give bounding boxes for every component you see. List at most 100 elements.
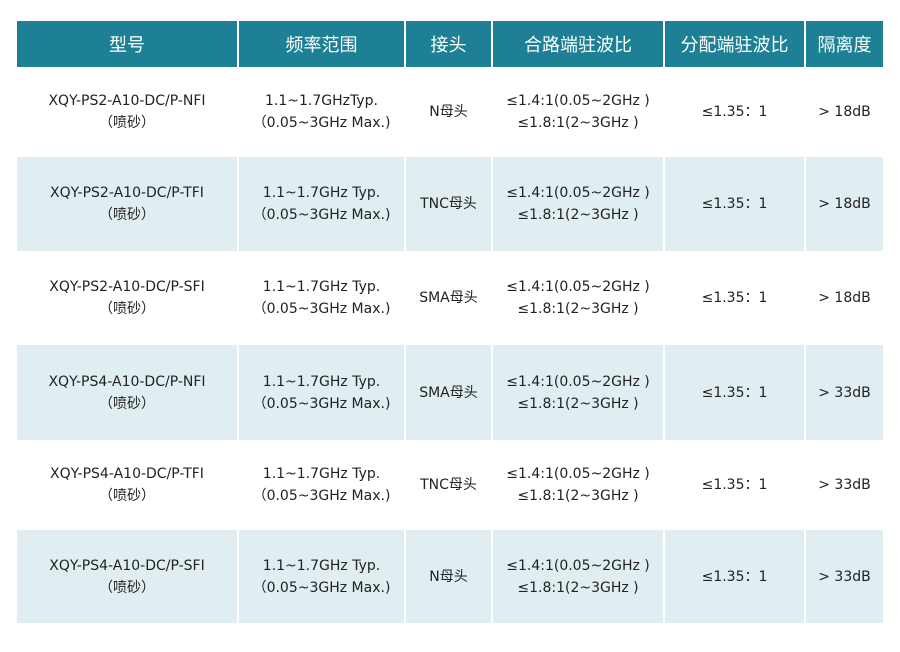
connector-cell-text: SMA母头	[419, 290, 478, 306]
model-cell-text: （喷砂）	[99, 395, 155, 412]
model-cell: XQY-PS4-A10-DC/P-SFI （喷砂）	[17, 530, 239, 623]
combiner-vswr-cell-text: ≤1.8:1(2~3GHz )	[517, 579, 639, 596]
isolation-cell: > 18dB	[805, 157, 883, 251]
frequency-cell: 1.1~1.7GHz Typ. （0.05~3GHz Max.)	[238, 157, 406, 251]
header-distribution-vswr: 分配端驻波比	[664, 21, 806, 67]
combiner-vswr-cell-text: ≤1.8:1(2~3GHz )	[517, 207, 639, 223]
table-row: XQY-PS4-A10-DC/P-TFI （喷砂） 1.1~1.7GHz Typ. （…	[17, 440, 883, 530]
frequency-cell-text: （0.05~3GHz Max.)	[252, 488, 391, 504]
distribution-vswr-cell: ≤1.35：1	[664, 251, 806, 345]
table-row: XQY-PS2-A10-DC/P-NFI （喷砂） 1.1~1.7GHzTyp. （0…	[17, 67, 883, 157]
distribution-vswr-cell: ≤1.35：1	[664, 67, 806, 157]
model-cell: XQY-PS2-A10-DC/P-TFI （喷砂）	[17, 157, 239, 251]
frequency-cell-text: 1.1~1.7GHz Typ.	[262, 557, 381, 574]
distribution-vswr-cell: ≤1.35：1	[664, 345, 806, 440]
model-cell-text: （喷砂）	[99, 301, 155, 317]
distribution-vswr-cell-text: ≤1.35：1	[701, 104, 768, 120]
combiner-vswr-cell: ≤1.4:1(0.05~2GHz ) ≤1.8:1(2~3GHz )	[492, 251, 665, 345]
combiner-vswr-cell-text: ≤1.8:1(2~3GHz )	[517, 488, 639, 504]
isolation-cell: > 33dB	[805, 530, 883, 623]
isolation-cell-text: > 18dB	[818, 196, 871, 212]
frequency-cell-text: （0.05~3GHz Max.)	[252, 115, 391, 131]
isolation-cell-text: > 33dB	[818, 477, 871, 493]
frequency-cell-text: 1.1~1.7GHz Typ.	[262, 373, 381, 390]
connector-cell-text: N母头	[429, 104, 468, 120]
combiner-vswr-cell-text: ≤1.4:1(0.05~2GHz )	[506, 279, 650, 295]
combiner-vswr-cell: ≤1.4:1(0.05~2GHz ) ≤1.8:1(2~3GHz )	[492, 440, 665, 530]
isolation-cell-text: > 33dB	[818, 384, 871, 401]
header-frequency: 频率范围	[238, 21, 406, 67]
distribution-vswr-cell: ≤1.35：1	[664, 440, 806, 530]
isolation-cell: > 33dB	[805, 440, 883, 530]
model-cell-text: XQY-PS2-A10-DC/P-TFI	[50, 185, 204, 201]
connector-cell: TNC母头	[405, 157, 493, 251]
model-cell-text: （喷砂）	[99, 207, 155, 223]
model-cell-text: （喷砂）	[99, 488, 155, 504]
model-cell-text: XQY-PS4-A10-DC/P-SFI	[49, 557, 205, 574]
model-cell-text: XQY-PS4-A10-DC/P-TFI	[50, 466, 204, 482]
isolation-cell-text: > 33dB	[818, 568, 871, 585]
combiner-vswr-cell-text: ≤1.4:1(0.05~2GHz )	[506, 185, 650, 201]
frequency-cell: 1.1~1.7GHzTyp. （0.05~3GHz Max.)	[238, 67, 406, 157]
connector-cell: N母头	[405, 67, 493, 157]
frequency-cell: 1.1~1.7GHz Typ. （0.05~3GHz Max.)	[238, 345, 406, 440]
isolation-cell-text: > 18dB	[818, 290, 871, 306]
table-row: XQY-PS4-A10-DC/P-NFI （喷砂） 1.1~1.7GHz Typ. （…	[17, 345, 883, 440]
combiner-vswr-cell-text: ≤1.4:1(0.05~2GHz )	[506, 466, 650, 482]
frequency-cell-text: （0.05~3GHz Max.)	[252, 395, 391, 412]
combiner-vswr-cell-text: ≤1.8:1(2~3GHz )	[517, 395, 639, 412]
model-cell-text: XQY-PS4-A10-DC/P-NFI	[48, 373, 206, 390]
connector-cell: N母头	[405, 530, 493, 623]
model-cell-text: XQY-PS2-A10-DC/P-SFI	[49, 279, 205, 295]
table-row: XQY-PS2-A10-DC/P-SFI （喷砂） 1.1~1.7GHz Typ. （…	[17, 251, 883, 345]
header-combiner-vswr: 合路端驻波比	[492, 21, 665, 67]
distribution-vswr-cell: ≤1.35：1	[664, 157, 806, 251]
model-cell: XQY-PS4-A10-DC/P-TFI （喷砂）	[17, 440, 239, 530]
isolation-cell: > 18dB	[805, 251, 883, 345]
frequency-cell: 1.1~1.7GHz Typ. （0.05~3GHz Max.)	[238, 440, 406, 530]
isolation-cell: > 18dB	[805, 67, 883, 157]
combiner-vswr-cell-text: ≤1.4:1(0.05~2GHz )	[506, 557, 650, 574]
frequency-cell: 1.1~1.7GHz Typ. （0.05~3GHz Max.)	[238, 251, 406, 345]
header-connector: 接头	[405, 21, 493, 67]
combiner-vswr-cell-text: ≤1.4:1(0.05~2GHz )	[506, 93, 650, 109]
header-model: 型号	[17, 21, 239, 67]
frequency-cell-text: 1.1~1.7GHzTyp.	[265, 93, 378, 109]
isolation-cell-text: > 18dB	[818, 104, 871, 120]
model-cell-text: （喷砂）	[99, 115, 155, 131]
connector-cell: TNC母头	[405, 440, 493, 530]
header-isolation: 隔离度	[805, 21, 883, 67]
model-cell: XQY-PS2-A10-DC/P-SFI （喷砂）	[17, 251, 239, 345]
connector-cell-text: TNC母头	[420, 196, 477, 212]
combiner-vswr-cell: ≤1.4:1(0.05~2GHz ) ≤1.8:1(2~3GHz )	[492, 530, 665, 623]
connector-cell-text: SMA母头	[419, 384, 478, 401]
distribution-vswr-cell: ≤1.35：1	[664, 530, 806, 623]
frequency-cell-text: 1.1~1.7GHz Typ.	[262, 466, 381, 482]
isolation-cell: > 33dB	[805, 345, 883, 440]
connector-cell-text: TNC母头	[420, 477, 477, 493]
distribution-vswr-cell-text: ≤1.35：1	[701, 196, 768, 212]
table-row: XQY-PS4-A10-DC/P-SFI （喷砂） 1.1~1.7GHz Typ. （…	[17, 530, 883, 623]
combiner-vswr-cell: ≤1.4:1(0.05~2GHz ) ≤1.8:1(2~3GHz )	[492, 67, 665, 157]
spec-table: 型号 频率范围 接头 合路端驻波比 分配端驻波比 隔离度 XQY-PS2-A10…	[17, 21, 883, 623]
combiner-vswr-cell-text: ≤1.8:1(2~3GHz )	[517, 115, 639, 131]
connector-cell-text: N母头	[429, 568, 468, 585]
model-cell: XQY-PS4-A10-DC/P-NFI （喷砂）	[17, 345, 239, 440]
distribution-vswr-cell-text: ≤1.35：1	[701, 384, 768, 401]
model-cell: XQY-PS2-A10-DC/P-NFI （喷砂）	[17, 67, 239, 157]
frequency-cell-text: 1.1~1.7GHz Typ.	[262, 185, 381, 201]
model-cell-text: XQY-PS2-A10-DC/P-NFI	[48, 93, 206, 109]
frequency-cell-text: 1.1~1.7GHz Typ.	[262, 279, 381, 295]
frequency-cell-text: （0.05~3GHz Max.)	[252, 301, 391, 317]
connector-cell: SMA母头	[405, 345, 493, 440]
header-row: 型号 频率范围 接头 合路端驻波比 分配端驻波比 隔离度	[17, 21, 883, 67]
model-cell-text: （喷砂）	[99, 579, 155, 596]
connector-cell: SMA母头	[405, 251, 493, 345]
distribution-vswr-cell-text: ≤1.35：1	[701, 568, 768, 585]
combiner-vswr-cell-text: ≤1.4:1(0.05~2GHz )	[506, 373, 650, 390]
combiner-vswr-cell: ≤1.4:1(0.05~2GHz ) ≤1.8:1(2~3GHz )	[492, 157, 665, 251]
distribution-vswr-cell-text: ≤1.35：1	[701, 290, 768, 306]
combiner-vswr-cell: ≤1.4:1(0.05~2GHz ) ≤1.8:1(2~3GHz )	[492, 345, 665, 440]
combiner-vswr-cell-text: ≤1.8:1(2~3GHz )	[517, 301, 639, 317]
frequency-cell-text: （0.05~3GHz Max.)	[252, 207, 391, 223]
